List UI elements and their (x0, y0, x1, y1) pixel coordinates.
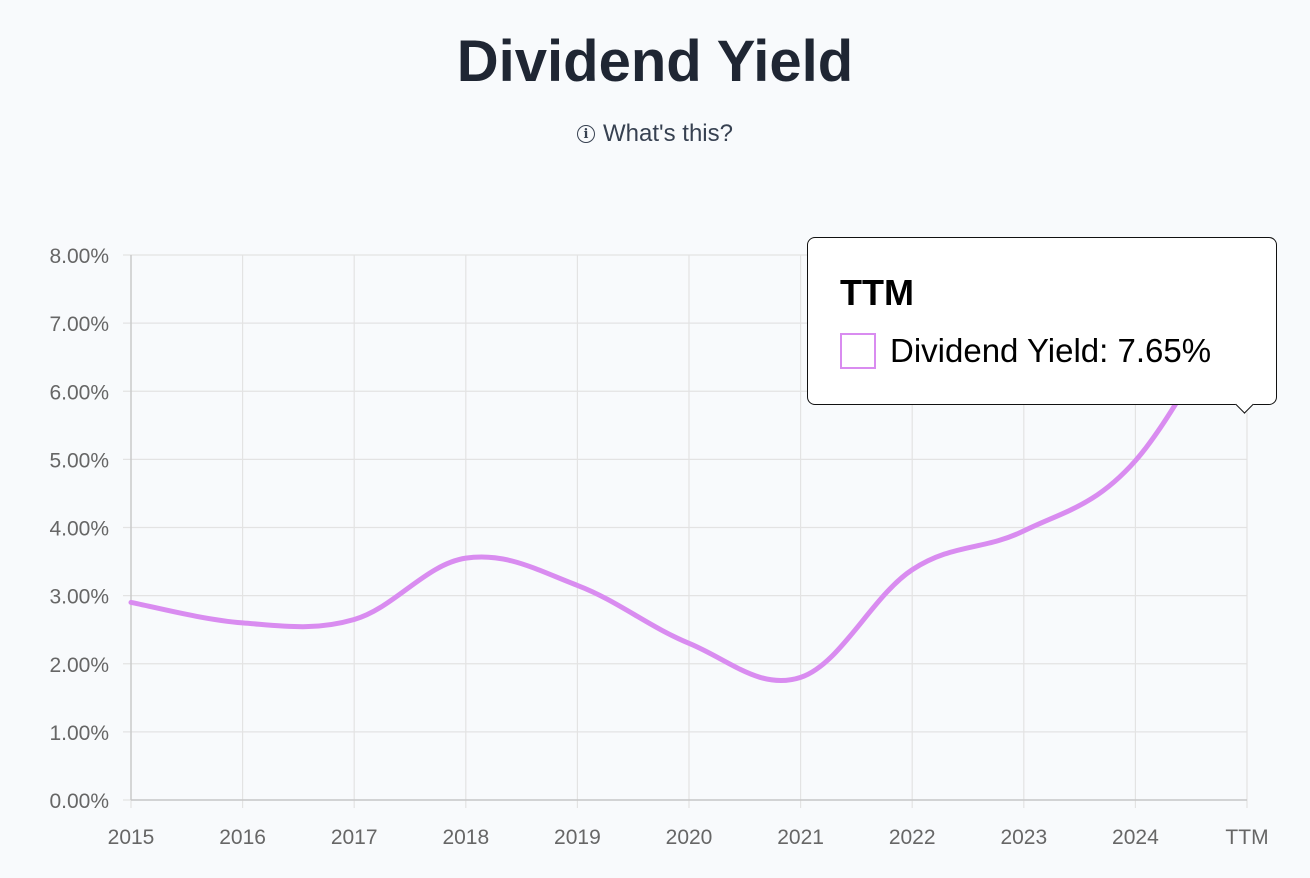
x-tick-label: 2023 (1000, 826, 1047, 849)
x-tick-label: 2015 (108, 826, 155, 849)
y-axis-tick-labels: 0.00% 1.00% 2.00% 3.00% 4.00% 5.00% 6.00… (49, 245, 109, 813)
y-tick-label: 7.00% (49, 313, 109, 336)
y-tick-label: 5.00% (49, 449, 109, 472)
dividend-yield-series-line (128, 276, 1250, 684)
x-tick-label: 2016 (219, 826, 266, 849)
whats-this-label: What's this? (603, 120, 733, 147)
x-tick-label: 2024 (1112, 826, 1159, 849)
info-icon: i (577, 125, 596, 143)
tooltip-series-label: Dividend Yield (890, 332, 1100, 369)
hover-tooltip: TTM Dividend Yield: 7.65% (807, 237, 1277, 405)
series-color-swatch (840, 333, 876, 369)
page-title: Dividend Yield (456, 29, 854, 94)
y-tick-label: 6.00% (49, 381, 109, 404)
tooltip-value-text: Dividend Yield: 7.65% (890, 332, 1212, 369)
y-tick-label: 8.00% (49, 245, 109, 268)
x-tick-label: 2021 (777, 826, 824, 849)
whats-this-link[interactable]: i What's this? (0, 120, 1310, 148)
x-tick-label: 2020 (666, 826, 713, 849)
y-tick-label: 1.00% (49, 722, 109, 745)
tooltip-title: TTM (840, 272, 914, 313)
x-tick-label: 2022 (889, 826, 936, 849)
x-tick-label: 2019 (554, 826, 601, 849)
x-axis-tick-labels: 2015 2016 2017 2018 2019 2020 2021 2022 … (108, 826, 1269, 849)
x-tick-label: TTM (1225, 826, 1268, 849)
x-tick-label: 2017 (331, 826, 378, 849)
y-tick-label: 4.00% (49, 518, 109, 541)
y-tick-label: 0.00% (49, 790, 109, 813)
y-tick-label: 3.00% (49, 586, 109, 609)
tooltip-value: 7.65% (1117, 332, 1212, 369)
x-tick-label: 2018 (442, 826, 489, 849)
tooltip-row: Dividend Yield: 7.65% (840, 332, 1211, 370)
chart-axes (130, 255, 1247, 801)
y-tick-label: 2.00% (49, 654, 109, 677)
